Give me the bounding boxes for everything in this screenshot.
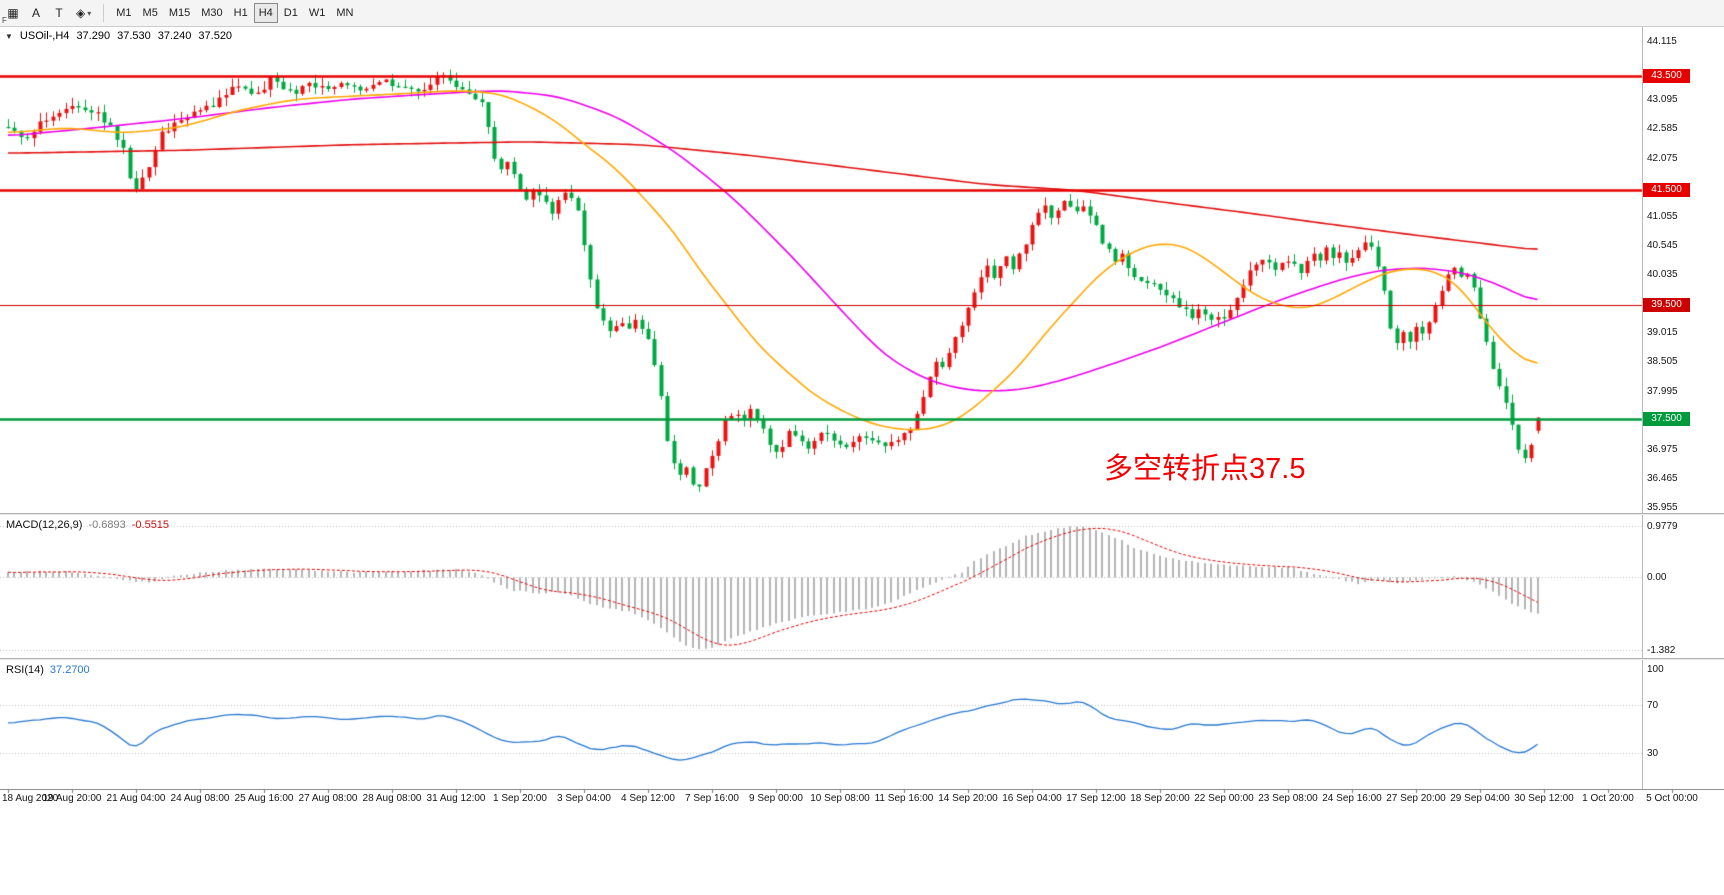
quote-low: 37.240 [157,30,192,42]
price-line-badge: 37.500 [1643,412,1690,426]
time-axis-label: 29 Sep 04:00 [1450,793,1510,804]
time-axis-label: 21 Aug 04:00 [106,793,166,804]
charts-grid-button[interactable]: ▦ [2,3,24,23]
text-tool-button[interactable]: T [48,3,70,23]
rsi-indicator-label: RSI(14) 37.2700 [6,664,90,676]
timeframe-button-h1[interactable]: H1 [229,3,253,23]
price-line-badge: 39.500 [1643,298,1690,312]
time-axis-label: 18 Sep 20:00 [1130,793,1190,804]
time-axis-label: 25 Aug 16:00 [234,793,294,804]
price-annotation: 多空转折点37.5 [1104,453,1306,485]
chevron-down-icon: ▾ [87,8,92,18]
time-axis-label: 5 Oct 00:00 [1646,793,1698,804]
time-axis-label: 16 Sep 04:00 [1002,793,1062,804]
macd-main-value: -0.6893 [88,519,126,531]
pane-separator[interactable] [0,658,1724,660]
time-axis-label: 1 Oct 20:00 [1582,793,1634,804]
macd-scale-label: 0.00 [1647,572,1667,584]
timeframe-button-m15[interactable]: M15 [164,3,195,23]
price-tick-label: 44.115 [1647,36,1677,47]
time-axis-label: 7 Sep 16:00 [685,793,739,804]
drawing-tools-group: ▦ A T ◈ ▾ [2,3,96,23]
time-axis-label: 27 Aug 08:00 [298,793,358,804]
price-tick-label: 43.095 [1647,94,1678,106]
time-axis-label: 9 Sep 00:00 [749,793,803,804]
price-tick-label: 39.015 [1647,327,1678,339]
time-axis-border[interactable] [0,789,1724,790]
rsi-title: RSI(14) [6,664,44,676]
toolbar: F ▦ A T ◈ ▾ M1 M5 M15 M30 H1 H4 D1 W1 MN [0,0,1724,27]
quote-line: ▼ USOil-,H4 37.290 37.530 37.240 37.520 [5,30,232,42]
macd-scale-label: 0.9779 [1647,521,1678,532]
rsi-scale-label: 70 [1647,700,1659,711]
toolbar-separator [103,4,105,22]
macd-signal-value: -0.5515 [131,519,170,531]
time-axis-label: 19 Aug 20:00 [42,793,102,804]
text-tool-icon: T [55,6,63,20]
quote-close: 37.520 [198,30,233,42]
time-axis-label: 23 Sep 08:00 [1258,793,1318,804]
quote-open: 37.290 [76,30,111,42]
price-line-badge: 41.500 [1643,183,1690,197]
time-axis-label: 3 Sep 04:00 [557,793,611,804]
time-axis-label: 1 Sep 20:00 [493,793,547,804]
time-axis-label: 18 Aug 2020 [2,793,59,804]
price-tick-label: 40.035 [1647,269,1678,280]
quote-symbol: USOil-,H4 [19,30,70,42]
pane-separator[interactable] [0,513,1724,515]
time-axis-label: 30 Sep 12:00 [1514,793,1574,804]
rsi-value: 37.2700 [49,664,90,676]
timeframe-button-w1[interactable]: W1 [304,3,331,23]
rsi-scale-label: 30 [1647,748,1659,759]
timeframe-button-m1[interactable]: M1 [111,3,136,23]
rsi-scale-label: 100 [1647,664,1664,675]
price-tick-label: 36.975 [1647,443,1678,455]
macd-title: MACD(12,26,9) [6,519,83,531]
macd-indicator-label: MACD(12,26,9) -0.6893 -0.5515 [6,519,169,531]
timeframe-button-mn[interactable]: MN [331,3,358,23]
quote-high: 37.530 [117,30,151,42]
timeframes-group: M1 M5 M15 M30 H1 H4 D1 W1 MN [111,3,358,23]
price-tick-label: 42.585 [1647,123,1678,135]
timeframe-button-m5[interactable]: M5 [138,3,163,23]
time-axis-label: 11 Sep 16:00 [874,793,934,804]
price-tick-label: 36.465 [1647,472,1678,484]
price-tick-label: 35.955 [1647,502,1678,514]
time-axis-label: 14 Sep 20:00 [938,793,998,804]
time-axis-label: 17 Sep 12:00 [1066,793,1126,804]
time-axis-label: 4 Sep 12:00 [621,793,675,804]
toolbar-f-label: F [2,16,7,25]
timeframe-button-d1[interactable]: D1 [279,3,303,23]
time-axis-label: 28 Aug 08:00 [362,793,422,804]
time-axis-label: 24 Sep 16:00 [1322,793,1382,804]
macd-scale-label: -1.382 [1647,644,1676,656]
shapes-dropdown-button[interactable]: ◈ ▾ [71,3,96,23]
timeframe-button-m30[interactable]: M30 [196,3,227,23]
price-tick-label: 41.055 [1647,210,1678,222]
chart-canvas[interactable] [0,27,1724,813]
price-tick-label: 38.505 [1647,356,1678,368]
text-annotation-button[interactable]: A [25,3,47,23]
price-line-badge: 43.500 [1643,69,1690,83]
time-axis-label: 10 Sep 08:00 [810,793,870,804]
time-axis-label: 31 Aug 12:00 [426,793,486,804]
charts-grid-icon: ▦ [7,6,19,20]
time-axis-label: 27 Sep 20:00 [1386,793,1446,804]
symbol-dropdown-icon[interactable]: ▼ [5,31,13,41]
timeframe-button-h4[interactable]: H4 [253,3,278,23]
time-axis-label: 22 Sep 00:00 [1194,793,1254,804]
text-annotation-icon: A [31,6,40,20]
price-tick-label: 42.075 [1647,152,1678,164]
time-axis-label: 24 Aug 08:00 [170,793,230,804]
price-tick-label: 40.545 [1647,239,1678,251]
price-scale-border[interactable] [1642,27,1643,789]
shapes-dropdown-icon: ◈ [76,6,86,20]
chart-area: ▼ USOil-,H4 37.290 37.530 37.240 37.520 … [0,27,1724,895]
price-tick-label: 37.995 [1647,385,1678,397]
